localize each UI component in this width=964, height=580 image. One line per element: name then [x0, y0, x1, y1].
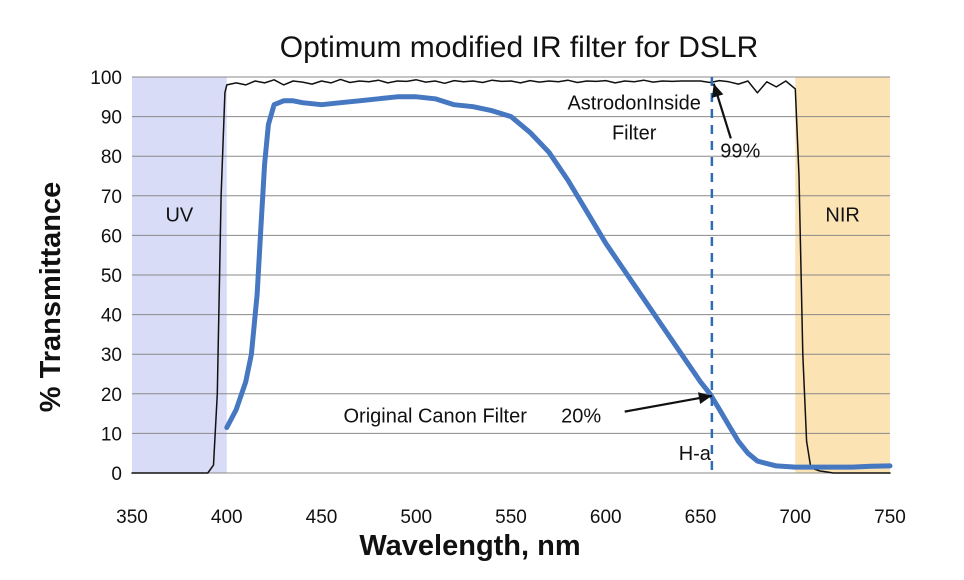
x-tick-label: 400 — [211, 507, 243, 528]
x-tick-label: 450 — [306, 507, 338, 528]
y-tick-label: 50 — [101, 266, 122, 287]
x-tick-label: 750 — [874, 507, 906, 528]
arrow-head — [698, 392, 712, 405]
annotation-original-canon-filter: Original Canon Filter — [343, 406, 527, 428]
y-tick-label: 20 — [101, 385, 122, 406]
y-tick-label: 0 — [111, 464, 122, 485]
y-tick-label: 60 — [101, 226, 122, 247]
y-tick-label: 40 — [101, 306, 122, 327]
band-label-nir: NIR — [825, 205, 859, 227]
y-tick-labels: 0 10 20 30 40 50 60 70 80 90 100 — [90, 68, 122, 485]
x-tick-label: 550 — [495, 507, 527, 528]
annotation-99: 99% — [720, 140, 760, 162]
band-labels: UV NIR — [165, 205, 859, 227]
annotations: AstrodonInside Filter 99% Original Canon Fi… — [343, 93, 760, 465]
x-tick-labels: 350 400 450 500 550 600 650 700 750 — [116, 507, 906, 528]
arrow-head — [711, 83, 724, 98]
annotation-20: 20% — [561, 406, 601, 428]
x-tick-label: 500 — [400, 507, 432, 528]
y-tick-label: 100 — [90, 68, 122, 89]
y-tick-label: 90 — [101, 108, 122, 129]
y-tick-label: 10 — [101, 424, 122, 445]
chart-title: Optimum modified IR filter for DSLR — [280, 31, 758, 64]
series-line-astrodoninside-filter — [131, 78, 891, 474]
y-axis-label: % Transmittance — [35, 182, 67, 412]
annotation-arrows — [624, 83, 732, 413]
y-tick-label: 70 — [101, 187, 122, 208]
series-group — [131, 78, 893, 474]
annotation-filter: Filter — [612, 122, 657, 144]
annotation-h-a: H-a — [679, 443, 712, 465]
arrow-shaft — [624, 394, 713, 413]
annotation-astrodoninside: AstrodonInside — [567, 93, 700, 115]
x-tick-label: 600 — [590, 507, 622, 528]
x-tick-label: 700 — [779, 507, 811, 528]
x-tick-label: 650 — [685, 507, 717, 528]
y-tick-label: 30 — [101, 345, 122, 366]
x-axis-label: Wavelength, nm — [359, 530, 580, 562]
band-label-uv: UV — [165, 205, 193, 227]
series-line-original-canon-filter — [224, 94, 893, 470]
x-tick-label: 350 — [116, 507, 148, 528]
y-tick-label: 80 — [101, 147, 122, 168]
